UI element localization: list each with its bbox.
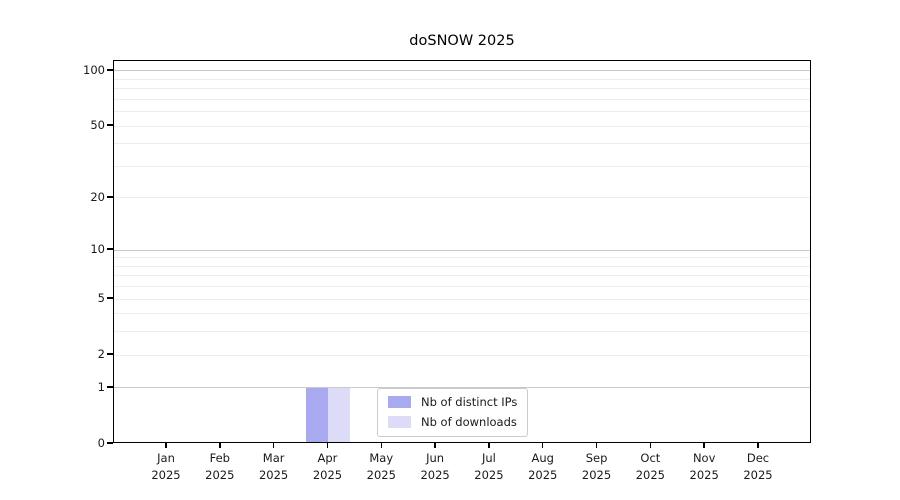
x-tick-7 [541, 443, 544, 448]
y-tick-label-10: 10 [90, 242, 105, 257]
x-tick-label-1: Feb 2025 [205, 451, 235, 482]
legend: Nb of distinct IPs Nb of downloads [377, 388, 529, 437]
y-tick-5 [107, 297, 113, 299]
y-tick-label-1: 1 [97, 379, 105, 394]
gridline-minor-2 [114, 354, 810, 356]
gridline-minor-60 [114, 111, 810, 113]
x-tick-6 [488, 443, 490, 448]
legend-item-distinct-ips: Nb of distinct IPs [388, 395, 517, 409]
x-tick-label-4: May 2025 [366, 451, 396, 482]
x-tick-1 [219, 443, 221, 448]
y-tick-2 [107, 353, 113, 355]
legend-item-downloads: Nb of downloads [388, 415, 517, 429]
x-tick-11 [757, 443, 759, 448]
x-tick-label-5: Jun 2025 [420, 451, 450, 482]
x-tick-label-6: Jul 2025 [474, 451, 504, 482]
y-tick-label-100: 100 [83, 62, 105, 77]
gridline-minor-70 [114, 98, 810, 100]
x-tick-label-3: Apr 2025 [312, 451, 343, 482]
gridline-minor-3 [114, 331, 810, 333]
x-tick-2 [272, 443, 275, 448]
x-tick-label-9: Oct 2025 [635, 451, 665, 482]
gridline-minor-30 [114, 165, 810, 167]
x-tick-8 [595, 443, 598, 448]
y-tick-label-2: 2 [97, 347, 105, 362]
y-tick-100 [107, 69, 113, 71]
x-tick-label-10: Nov 2025 [689, 451, 719, 482]
legend-label-distinct-ips: Nb of distinct IPs [421, 395, 518, 409]
bar-nb-of-distinct-ips-3 [306, 387, 329, 443]
legend-label-downloads: Nb of downloads [421, 415, 517, 429]
bars-layer [114, 61, 810, 443]
y-tick-label-50: 50 [90, 118, 105, 133]
legend-swatch-distinct-ips [388, 396, 411, 408]
gridline-major-1 [114, 387, 810, 389]
y-tick-10 [107, 248, 113, 250]
x-tick-0 [165, 443, 167, 448]
gridline-minor-6 [114, 286, 810, 288]
gridline-minor-90 [114, 78, 810, 80]
x-tick-label-8: Sep 2025 [581, 451, 612, 482]
plot-area: Nb of distinct IPs Nb of downloads [113, 60, 811, 443]
x-tick-label-11: Dec 2025 [743, 451, 773, 482]
gridline-minor-9 [114, 257, 810, 259]
chart-title: doSNOW 2025 [409, 33, 515, 49]
gridline-minor-20 [114, 197, 810, 199]
y-tick-0 [107, 442, 113, 444]
gridlines-layer [114, 61, 810, 442]
y-tick-20 [107, 196, 113, 198]
bar-nb-of-downloads-3 [328, 387, 351, 443]
x-tick-label-7: Aug 2025 [528, 451, 558, 482]
gridline-minor-7 [114, 275, 810, 277]
gridline-minor-40 [114, 143, 810, 145]
x-tick-label-2: Mar 2025 [258, 451, 289, 482]
x-tick-10 [703, 443, 705, 448]
x-tick-3 [326, 443, 329, 448]
gridline-major-100 [114, 70, 810, 72]
legend-swatch-downloads [388, 416, 411, 428]
y-tick-1 [107, 386, 113, 388]
x-tick-4 [380, 443, 383, 448]
y-tick-label-0: 0 [97, 436, 105, 450]
gridline-minor-8 [114, 265, 810, 267]
gridline-minor-4 [114, 313, 810, 315]
gridline-minor-50 [114, 125, 810, 127]
x-tick-label-0: Jan 2025 [151, 451, 181, 482]
gridline-minor-80 [114, 88, 810, 90]
y-tick-label-20: 20 [90, 189, 105, 204]
x-tick-5 [434, 443, 436, 448]
y-tick-50 [107, 124, 113, 126]
gridline-major-10 [114, 249, 810, 251]
x-tick-9 [649, 443, 652, 448]
gridline-minor-5 [114, 298, 810, 300]
y-tick-label-5: 5 [97, 291, 105, 306]
